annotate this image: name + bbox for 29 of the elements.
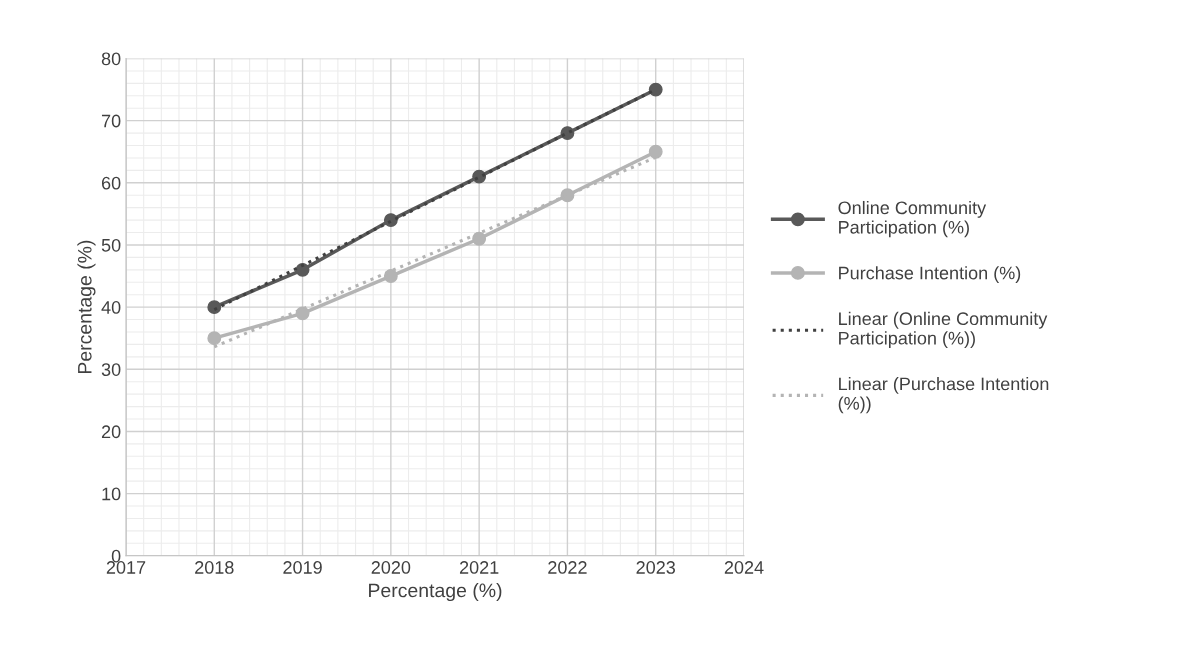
y-tick-label: 20: [101, 425, 121, 439]
x-tick-label: 2017: [106, 561, 146, 574]
point: [207, 331, 222, 346]
y-tick-label: 60: [101, 176, 121, 190]
x-tick-label: 2018: [195, 561, 234, 574]
y-tick-label: 0: [111, 549, 121, 563]
y-axis-title: Percentage (%): [77, 240, 96, 374]
y-tick-label: 10: [102, 487, 121, 501]
x-axis-title: Percentage (%): [369, 583, 502, 602]
point: [207, 300, 222, 315]
y-tick-label: 30: [101, 363, 121, 376]
x-tick-label: 2022: [548, 561, 587, 574]
legend-label: Online Community Participation (%): [838, 200, 987, 238]
x-tick-label: 2020: [371, 561, 411, 574]
y-tick-label: 70: [101, 114, 121, 128]
y-tick-label: 50: [101, 238, 121, 252]
x-tick-label: 2019: [283, 561, 322, 574]
point: [383, 269, 398, 283]
x-tick-label: 2024: [724, 561, 764, 574]
x-tick-label: 2023: [636, 561, 676, 574]
y-tick-label: 80: [101, 52, 121, 66]
point: [472, 231, 487, 246]
point: [648, 82, 663, 97]
y-tick-label: 40: [101, 301, 121, 314]
point: [648, 144, 663, 159]
x-tick-label: 2021: [459, 561, 499, 574]
legend-label: Linear (Purchase Intention (%)): [838, 377, 1049, 414]
legend-label: Purchase Intention (%): [839, 266, 1021, 283]
legend-label: Linear (Online Community Participation (%)): [839, 311, 1048, 349]
